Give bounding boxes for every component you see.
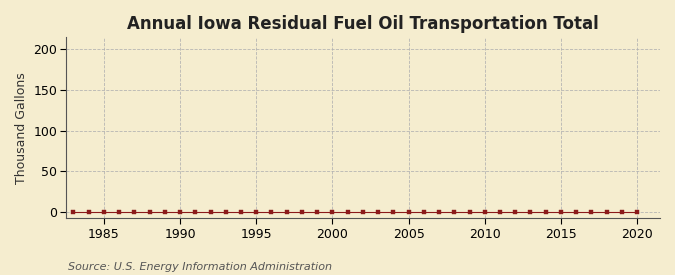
Title: Annual Iowa Residual Fuel Oil Transportation Total: Annual Iowa Residual Fuel Oil Transporta… (127, 15, 599, 33)
Y-axis label: Thousand Gallons: Thousand Gallons (15, 72, 28, 183)
Text: Source: U.S. Energy Information Administration: Source: U.S. Energy Information Administ… (68, 262, 331, 272)
